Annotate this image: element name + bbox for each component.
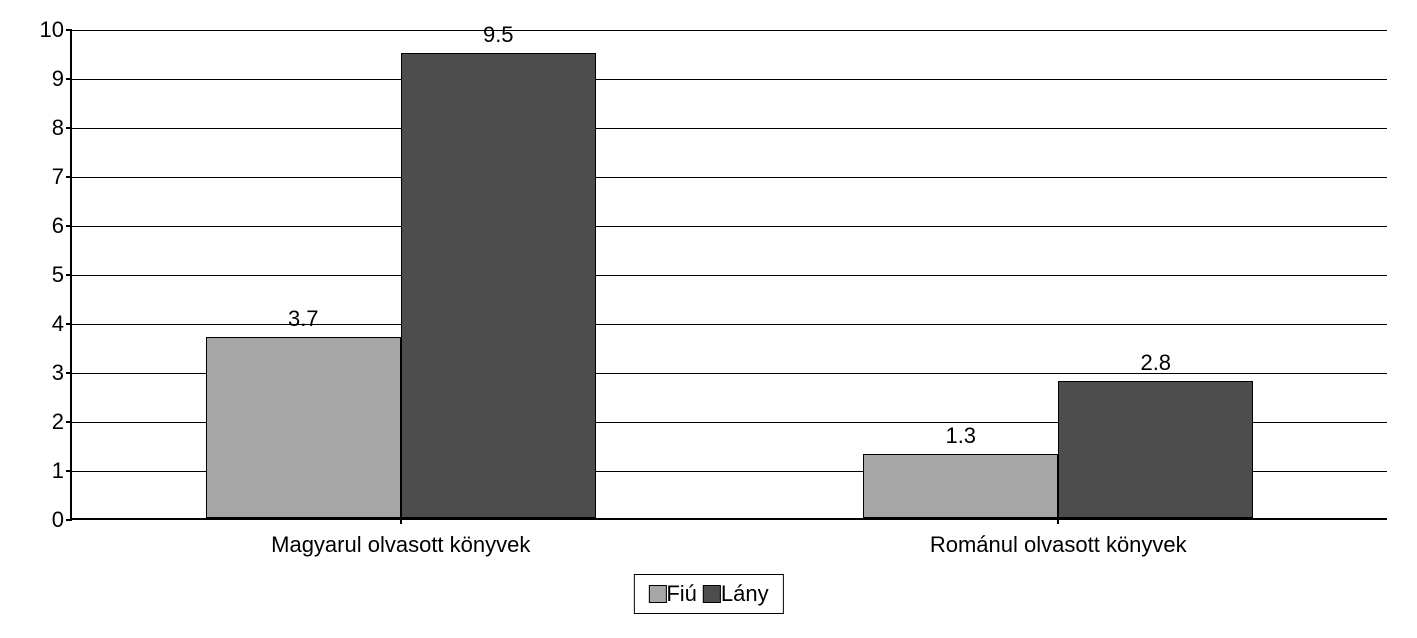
legend-item: Fiú xyxy=(648,581,697,607)
y-tick-label: 7 xyxy=(52,164,64,190)
x-tick-mark xyxy=(1057,518,1059,524)
bar: 1.3 xyxy=(863,454,1058,518)
y-tick-mark xyxy=(66,78,72,80)
x-tick-mark xyxy=(400,518,402,524)
y-tick-mark xyxy=(66,421,72,423)
bar-group: 3.79.5 xyxy=(206,53,596,519)
gridline xyxy=(72,30,1387,31)
bar-value-label: 2.8 xyxy=(1140,350,1171,376)
bar: 9.5 xyxy=(401,53,596,519)
y-tick-label: 8 xyxy=(52,115,64,141)
y-tick-mark xyxy=(66,29,72,31)
bar-value-label: 3.7 xyxy=(288,306,319,332)
y-tick-label: 0 xyxy=(52,507,64,533)
bar-value-label: 9.5 xyxy=(483,22,514,48)
y-tick-mark xyxy=(66,470,72,472)
y-tick-label: 9 xyxy=(52,66,64,92)
y-tick-label: 1 xyxy=(52,458,64,484)
plot-area: 0123456789103.79.5Magyarul olvasott köny… xyxy=(70,30,1387,520)
y-tick-label: 2 xyxy=(52,409,64,435)
bar: 3.7 xyxy=(206,337,401,518)
y-tick-mark xyxy=(66,225,72,227)
y-tick-mark xyxy=(66,323,72,325)
bar: 2.8 xyxy=(1058,381,1253,518)
legend-swatch xyxy=(648,585,666,603)
chart-container: 0123456789103.79.5Magyarul olvasott köny… xyxy=(20,20,1397,618)
y-tick-mark xyxy=(66,372,72,374)
bar-value-label: 1.3 xyxy=(945,423,976,449)
y-tick-label: 4 xyxy=(52,311,64,337)
legend-swatch xyxy=(703,585,721,603)
legend-label: Lány xyxy=(721,581,769,607)
legend-item: Lány xyxy=(703,581,769,607)
y-tick-label: 5 xyxy=(52,262,64,288)
y-tick-mark xyxy=(66,176,72,178)
legend-label: Fiú xyxy=(666,581,697,607)
x-category-label: Magyarul olvasott könyvek xyxy=(271,532,530,558)
y-tick-label: 3 xyxy=(52,360,64,386)
y-tick-mark xyxy=(66,127,72,129)
y-tick-label: 10 xyxy=(40,17,64,43)
x-category-label: Románul olvasott könyvek xyxy=(930,532,1187,558)
y-tick-mark xyxy=(66,519,72,521)
legend: Fiú Lány xyxy=(633,574,783,614)
bar-group: 1.32.8 xyxy=(863,381,1253,518)
y-tick-mark xyxy=(66,274,72,276)
y-tick-label: 6 xyxy=(52,213,64,239)
